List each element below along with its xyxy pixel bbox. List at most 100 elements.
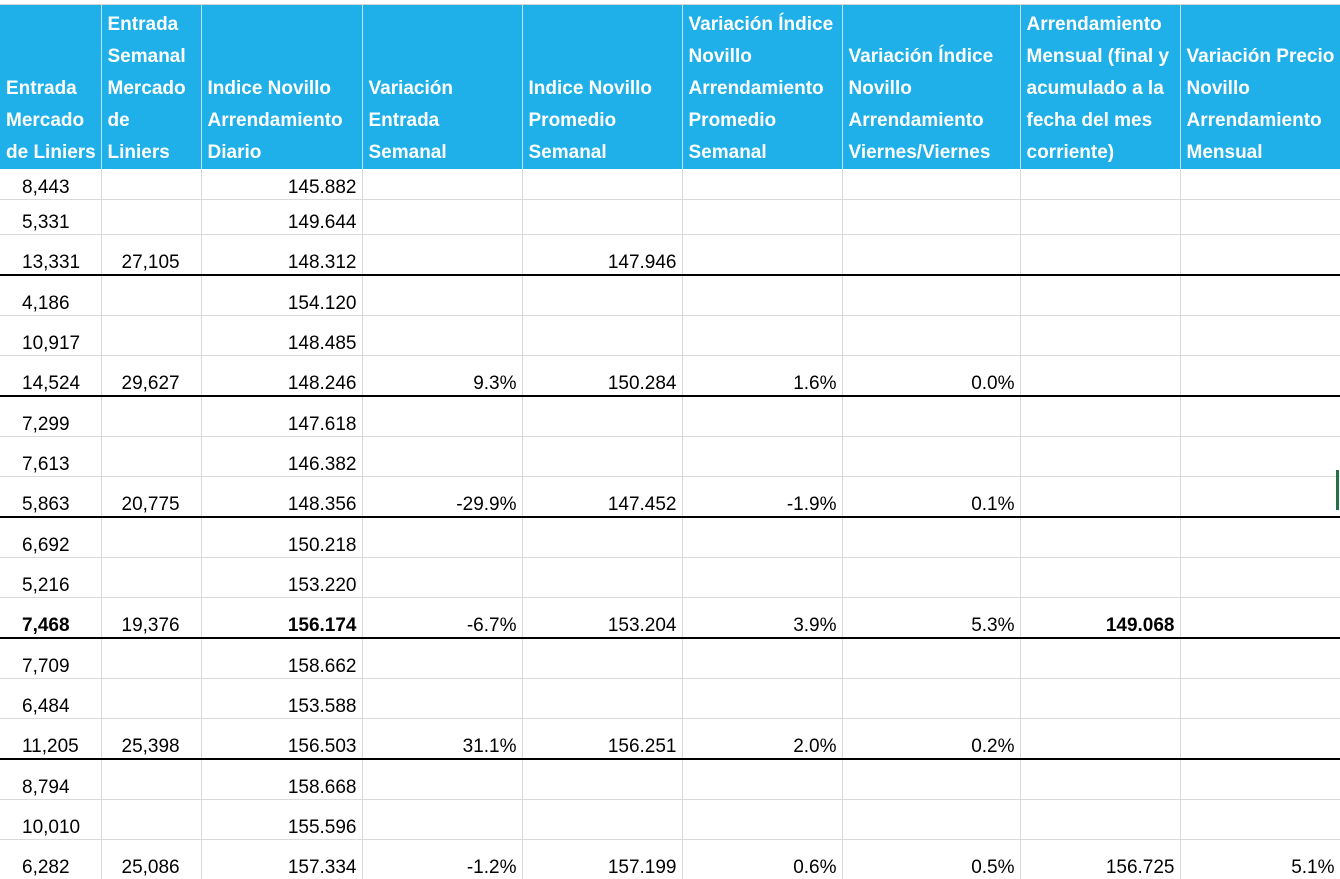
table-cell[interactable]: 8,794 (0, 759, 101, 800)
table-cell[interactable] (362, 316, 522, 356)
table-cell[interactable]: 5,331 (0, 200, 101, 235)
table-cell[interactable] (842, 275, 1020, 316)
table-cell[interactable] (1020, 356, 1180, 397)
header-cell-entrada-mercado[interactable]: Entrada Mercado de Liniers (0, 5, 101, 169)
table-cell[interactable]: 7,613 (0, 437, 101, 477)
table-cell[interactable] (1180, 356, 1340, 397)
table-cell[interactable] (842, 558, 1020, 598)
table-cell[interactable] (1180, 598, 1340, 639)
table-cell[interactable] (1180, 719, 1340, 760)
table-cell[interactable] (1180, 437, 1340, 477)
table-cell[interactable] (682, 679, 842, 719)
table-cell[interactable] (101, 517, 201, 558)
table-cell[interactable]: 6,282 (0, 840, 101, 879)
table-cell[interactable] (522, 200, 682, 235)
table-cell[interactable] (1180, 558, 1340, 598)
table-cell[interactable] (682, 200, 842, 235)
header-cell-variacion-viernes[interactable]: Variación Índice Novillo Arrendamiento V… (842, 5, 1020, 169)
table-cell[interactable]: 1.6% (682, 356, 842, 397)
table-cell[interactable] (682, 759, 842, 800)
table-cell[interactable]: 148.246 (201, 356, 362, 397)
table-cell[interactable]: 11,205 (0, 719, 101, 760)
table-cell[interactable]: 0.6% (682, 840, 842, 879)
table-cell[interactable] (842, 200, 1020, 235)
table-cell[interactable]: 5.1% (1180, 840, 1340, 879)
table-cell[interactable] (101, 316, 201, 356)
header-cell-indice-promedio[interactable]: Indice Novillo Promedio Semanal (522, 5, 682, 169)
table-cell[interactable] (682, 275, 842, 316)
table-cell[interactable] (1020, 638, 1180, 679)
table-cell[interactable] (522, 396, 682, 437)
table-cell[interactable]: 6,484 (0, 679, 101, 719)
table-cell[interactable]: 148.312 (201, 235, 362, 276)
table-cell[interactable] (1180, 169, 1340, 200)
table-cell[interactable]: 158.668 (201, 759, 362, 800)
table-cell[interactable] (101, 638, 201, 679)
table-cell[interactable] (1020, 558, 1180, 598)
table-cell[interactable]: 156.174 (201, 598, 362, 639)
table-cell[interactable] (362, 437, 522, 477)
table-cell[interactable] (682, 235, 842, 276)
table-cell[interactable]: 4,186 (0, 275, 101, 316)
table-cell[interactable] (1020, 169, 1180, 200)
table-cell[interactable]: 7,299 (0, 396, 101, 437)
table-cell[interactable] (362, 759, 522, 800)
table-cell[interactable] (1180, 235, 1340, 276)
table-cell[interactable]: 13,331 (0, 235, 101, 276)
table-cell[interactable] (682, 169, 842, 200)
table-cell[interactable] (682, 316, 842, 356)
table-cell[interactable]: 0.0% (842, 356, 1020, 397)
table-cell[interactable]: 153.220 (201, 558, 362, 598)
table-cell[interactable]: 155.596 (201, 800, 362, 840)
table-cell[interactable] (522, 275, 682, 316)
table-cell[interactable] (362, 396, 522, 437)
table-cell[interactable]: 7,709 (0, 638, 101, 679)
table-cell[interactable]: 6,692 (0, 517, 101, 558)
table-cell[interactable] (362, 638, 522, 679)
table-cell[interactable] (522, 759, 682, 800)
table-cell[interactable]: 153.588 (201, 679, 362, 719)
table-cell[interactable] (362, 235, 522, 276)
table-cell[interactable] (1020, 679, 1180, 719)
table-cell[interactable] (522, 169, 682, 200)
table-cell[interactable]: 5,216 (0, 558, 101, 598)
table-cell[interactable] (1180, 200, 1340, 235)
table-cell[interactable]: 19,376 (101, 598, 201, 639)
table-cell[interactable] (1020, 517, 1180, 558)
table-cell[interactable]: 145.882 (201, 169, 362, 200)
table-cell[interactable] (842, 638, 1020, 679)
table-cell[interactable]: 148.485 (201, 316, 362, 356)
table-cell[interactable] (362, 200, 522, 235)
table-cell[interactable] (522, 316, 682, 356)
table-cell[interactable] (682, 638, 842, 679)
table-cell[interactable] (842, 800, 1020, 840)
header-cell-indice-diario[interactable]: Indice Novillo Arrendamiento Diario (201, 5, 362, 169)
table-cell[interactable]: 149.644 (201, 200, 362, 235)
table-cell[interactable] (362, 679, 522, 719)
table-cell[interactable]: 0.2% (842, 719, 1020, 760)
table-cell[interactable]: 31.1% (362, 719, 522, 760)
table-cell[interactable]: -6.7% (362, 598, 522, 639)
header-cell-entrada-semanal[interactable]: Entrada Semanal Mercado de Liniers (101, 5, 201, 169)
table-cell[interactable] (522, 638, 682, 679)
table-cell[interactable]: 148.356 (201, 477, 362, 518)
table-cell[interactable]: 157.334 (201, 840, 362, 879)
table-cell[interactable]: 7,468 (0, 598, 101, 639)
table-cell[interactable]: 5.3% (842, 598, 1020, 639)
table-cell[interactable] (682, 800, 842, 840)
table-cell[interactable]: -1.2% (362, 840, 522, 879)
table-cell[interactable] (842, 517, 1020, 558)
table-cell[interactable] (1020, 316, 1180, 356)
table-cell[interactable] (522, 517, 682, 558)
table-cell[interactable]: 10,010 (0, 800, 101, 840)
table-cell[interactable] (1180, 477, 1340, 518)
table-cell[interactable]: 0.5% (842, 840, 1020, 879)
table-cell[interactable] (1020, 235, 1180, 276)
table-cell[interactable] (101, 396, 201, 437)
table-cell[interactable]: 156.725 (1020, 840, 1180, 879)
table-cell[interactable] (682, 396, 842, 437)
header-cell-arrendamiento-mensual[interactable]: Arrendamiento Mensual (final y acumulado… (1020, 5, 1180, 169)
table-cell[interactable]: 153.204 (522, 598, 682, 639)
table-cell[interactable] (842, 759, 1020, 800)
table-cell[interactable] (842, 235, 1020, 276)
